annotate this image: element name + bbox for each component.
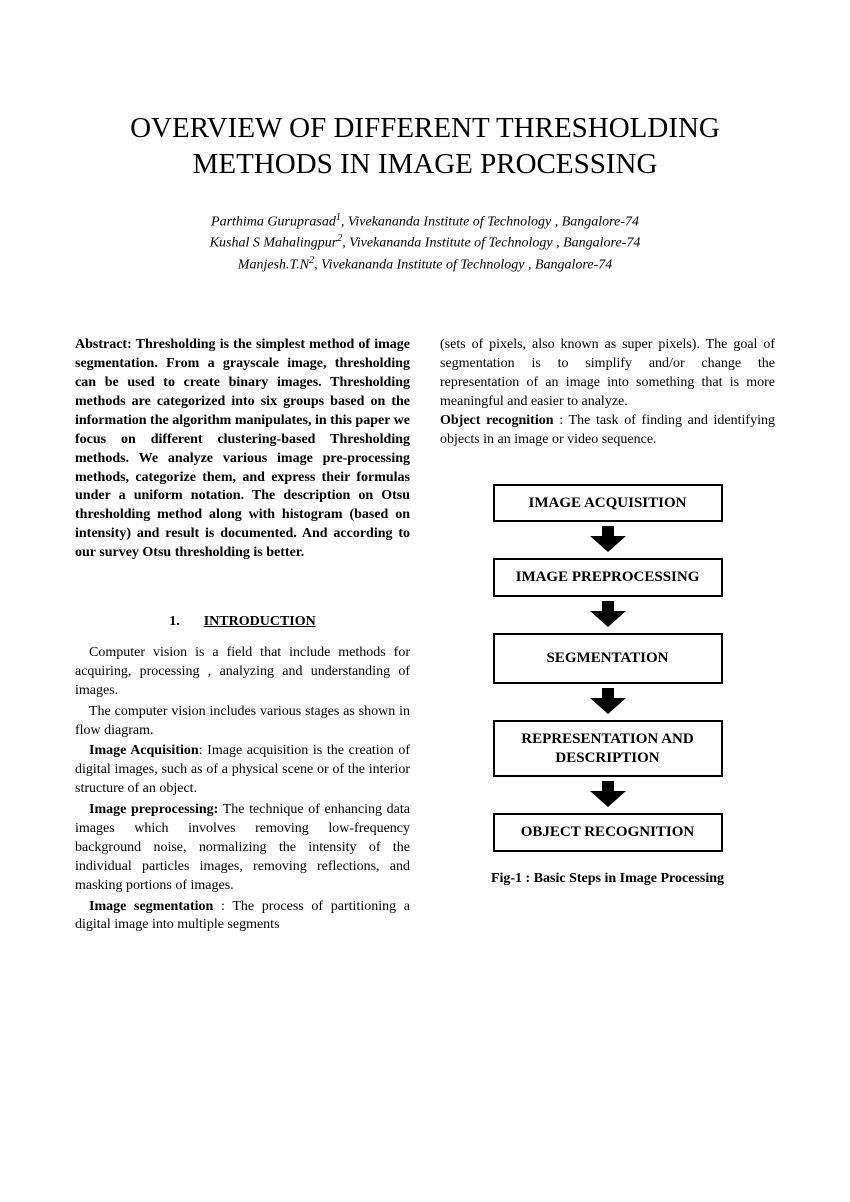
left-column: Abstract: Thresholding is the simplest m… (75, 336, 410, 937)
author-affil: , Vivekananda Institute of Technology , … (341, 214, 639, 229)
columns: Abstract: Thresholding is the simplest m… (75, 336, 775, 937)
figure-caption: Fig-1 : Basic Steps in Image Processing (440, 870, 775, 889)
author-name: Parthima Guruprasad (211, 214, 336, 229)
author-affil: , Vivekananda Institute of Technology , … (342, 236, 640, 251)
term-image-acquisition: Image Acquisition (89, 743, 199, 758)
down-arrow-icon (493, 597, 723, 633)
section-title: INTRODUCTION (204, 614, 316, 629)
authors-block: Parthima Guruprasad1, Vivekananda Instit… (75, 211, 775, 277)
intro-para: Image Acquisition: Image acquisition is … (75, 742, 410, 799)
author-name: Kushal S Mahalingpur (210, 236, 338, 251)
section-num: 1. (169, 613, 180, 632)
flow-box-segmentation: SEGMENTATION (493, 633, 723, 684)
intro-para: Image preprocessing: The technique of en… (75, 801, 410, 895)
term-image-preprocessing: Image preprocessing: (89, 802, 218, 817)
author-line: Manjesh.T.N2, Vivekananda Institute of T… (75, 254, 775, 276)
term-object-recognition: Object recognition (440, 413, 554, 428)
flowchart: IMAGE ACQUISITION IMAGE PREPROCESSING SE… (493, 484, 723, 853)
down-arrow-icon (493, 777, 723, 813)
author-name: Manjesh.T.N (238, 258, 309, 273)
intro-para: The computer vision includes various sta… (75, 703, 410, 741)
abstract: Abstract: Thresholding is the simplest m… (75, 336, 410, 563)
segmentation-cont: (sets of pixels, also known as super pix… (440, 337, 775, 409)
paper-title: OVERVIEW OF DIFFERENT THRESHOLDING METHO… (75, 110, 775, 183)
flow-box-preprocessing: IMAGE PREPROCESSING (493, 558, 723, 597)
right-column: (sets of pixels, also known as super pix… (440, 336, 775, 937)
abstract-lead: Abstract: Thresholding is the simplest m… (75, 337, 410, 541)
flow-box-representation: REPRESENTATION AND DESCRIPTION (493, 720, 723, 778)
down-arrow-icon (493, 684, 723, 720)
down-arrow-icon (493, 522, 723, 558)
term-image-segmentation: Image segmentation (89, 899, 213, 914)
author-affil: , Vivekananda Institute of Technology , … (314, 258, 612, 273)
section-heading-intro: 1. INTRODUCTION (75, 613, 410, 632)
right-top-text: (sets of pixels, also known as super pix… (440, 336, 775, 449)
flow-box-recognition: OBJECT RECOGNITION (493, 813, 723, 852)
author-line: Kushal S Mahalingpur2, Vivekananda Insti… (75, 232, 775, 254)
author-line: Parthima Guruprasad1, Vivekananda Instit… (75, 211, 775, 233)
intro-para: Computer vision is a field that include … (75, 644, 410, 701)
flow-box-acquisition: IMAGE ACQUISITION (493, 484, 723, 523)
intro-para: Image segmentation : The process of part… (75, 898, 410, 936)
